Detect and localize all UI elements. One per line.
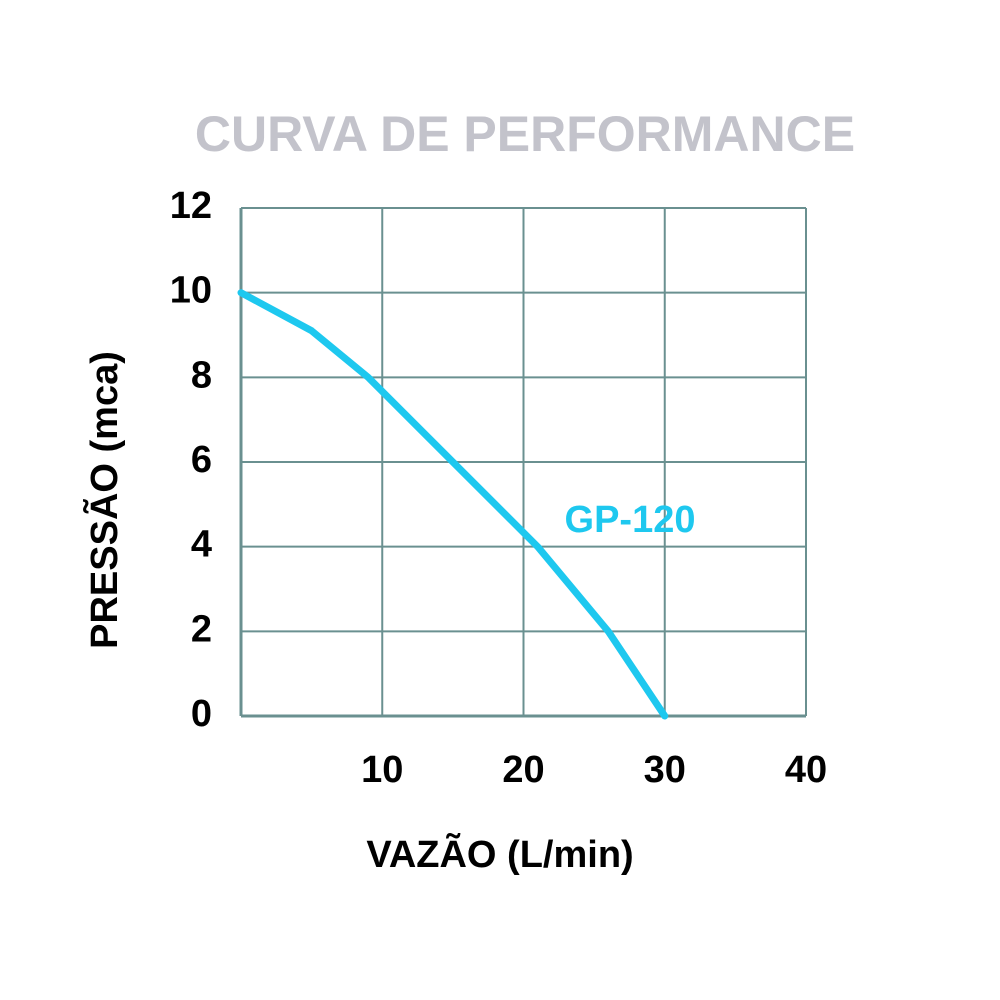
x-tick-label: 10 xyxy=(361,749,403,791)
chart-title: CURVA DE PERFORMANCE xyxy=(195,106,855,162)
series-label: GP-120 xyxy=(565,499,696,541)
y-tick-label: 10 xyxy=(170,270,212,312)
x-tick-label: 20 xyxy=(502,749,544,791)
y-tick-label: 6 xyxy=(191,439,212,481)
y-tick-label: 2 xyxy=(191,608,212,650)
x-tick-label: 30 xyxy=(644,749,686,791)
y-tick-label: 4 xyxy=(191,524,212,566)
y-tick-label: 8 xyxy=(191,354,212,396)
y-axis-title: PRESSÃO (mca) xyxy=(82,351,126,649)
y-tick-label: 0 xyxy=(191,693,212,735)
data-line xyxy=(237,289,669,720)
y-tick-label: 12 xyxy=(170,185,212,227)
x-axis-title: VAZÃO (L/min) xyxy=(366,832,633,876)
x-tick-label: 40 xyxy=(785,749,827,791)
